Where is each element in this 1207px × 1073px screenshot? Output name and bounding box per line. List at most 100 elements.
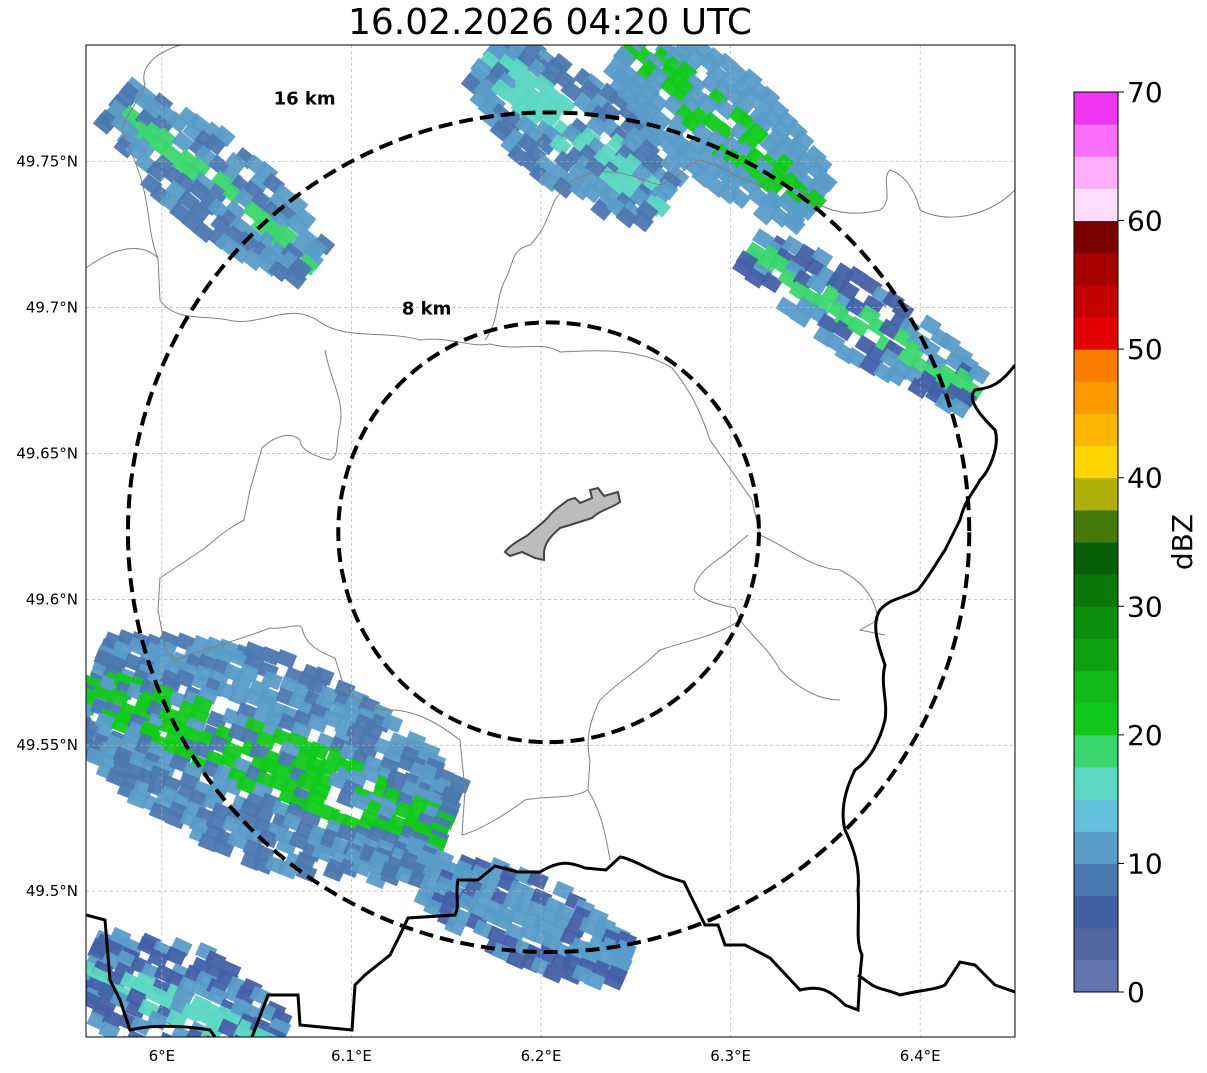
range-ring <box>125 110 972 955</box>
range-ring <box>336 320 761 745</box>
echo-cell <box>260 1031 283 1037</box>
colorbar-segment <box>1074 381 1118 414</box>
echo-cell <box>166 111 189 134</box>
echo-cell <box>907 377 931 400</box>
country-border <box>250 364 1015 1037</box>
echo-cell <box>734 154 757 177</box>
echo-cell <box>124 1029 148 1037</box>
echo-cell <box>659 170 682 193</box>
echo-cell <box>197 832 220 853</box>
colorbar-tick-label: 40 <box>1127 462 1163 495</box>
colorbar-tick-label: 50 <box>1127 333 1163 366</box>
echo-cell <box>86 716 88 737</box>
echo-cell <box>231 1059 253 1073</box>
echo-cell <box>580 180 604 204</box>
echo-cell <box>350 857 373 878</box>
echo-cell <box>146 160 170 183</box>
echo-cell <box>212 125 236 148</box>
echo-cell <box>129 1015 152 1036</box>
echo-cell <box>590 198 613 221</box>
echo-cell <box>542 963 565 984</box>
echo-cell <box>98 1020 121 1037</box>
echo-cell <box>731 95 754 118</box>
echo-cell <box>86 700 95 720</box>
echo-cell <box>655 21 678 43</box>
airport-area <box>503 486 622 562</box>
echo-cell <box>811 169 835 193</box>
municipal-boundary <box>484 159 1015 341</box>
echo-cell <box>180 1002 204 1023</box>
colorbar-segment <box>1074 670 1118 704</box>
echo-cell <box>552 176 575 199</box>
echo-cell <box>489 119 513 142</box>
echo-cell <box>655 178 679 201</box>
colorbar-tick-label: 30 <box>1127 590 1163 623</box>
echo-cell <box>226 830 249 850</box>
lat-tick-label: 49.7°N <box>26 299 78 317</box>
echo-cell <box>114 87 137 110</box>
echo-cell <box>543 97 567 120</box>
echo-cell <box>148 802 171 822</box>
echo-cell <box>903 339 927 362</box>
colorbar-segment <box>1074 349 1118 382</box>
colorbar-segment <box>1074 606 1118 639</box>
echo-cell <box>947 397 971 419</box>
echo-cell <box>788 254 812 276</box>
echo-cell <box>94 711 117 732</box>
echo-cell <box>307 740 330 761</box>
municipal-boundary <box>759 534 886 636</box>
echo-cell <box>845 265 869 288</box>
echo-cell <box>809 292 833 314</box>
colorbar-segment <box>1074 413 1118 447</box>
echo-cell <box>275 224 299 247</box>
echo-cell <box>210 214 234 237</box>
echo-cell <box>752 228 775 250</box>
echo-cell <box>668 113 691 136</box>
echo-cell <box>164 945 187 967</box>
echo-cell <box>243 1030 266 1037</box>
echo-cell <box>215 1065 237 1073</box>
echo-cell <box>193 1042 215 1062</box>
echo-cell <box>805 273 829 295</box>
echo-cell <box>646 45 670 48</box>
echo-cell <box>615 206 639 229</box>
echo-cell <box>174 668 196 689</box>
colorbar-segment <box>1074 767 1118 800</box>
echo-cell <box>238 1054 260 1073</box>
echo-cell <box>831 319 855 342</box>
municipal-boundary <box>739 619 841 701</box>
map-gridlines <box>86 45 1015 1037</box>
lon-tick-label: 6.1°E <box>331 1047 372 1065</box>
echo-cell <box>227 1045 249 1065</box>
echo-cell <box>755 253 779 276</box>
echo-cell <box>728 186 751 210</box>
echo-cell <box>645 90 669 114</box>
echo-cell <box>381 713 404 733</box>
country-border <box>86 913 217 1037</box>
colorbar-label: dBZ <box>1166 514 1199 570</box>
lon-tick-label: 6.3°E <box>710 1047 751 1065</box>
echo-cell <box>230 1069 252 1073</box>
colorbar-segment <box>1074 638 1118 672</box>
colorbar-tick-label: 0 <box>1127 976 1145 1009</box>
colorbar-segment <box>1074 317 1118 350</box>
echo-north-cell <box>460 45 690 233</box>
echo-cell <box>210 1039 232 1059</box>
echo-cell <box>296 253 320 276</box>
colorbar-segment <box>1074 927 1118 961</box>
echo-cell <box>275 648 298 669</box>
echo-cell <box>183 1042 205 1062</box>
echo-cell <box>631 210 654 233</box>
range-ring-label: 8 km <box>402 298 452 319</box>
echo-cell <box>257 828 280 849</box>
echo-cell <box>770 119 794 142</box>
map-frame <box>85 44 1016 1038</box>
echo-cell <box>837 279 860 302</box>
echo-cell <box>553 93 577 116</box>
echo-cell <box>242 1039 264 1059</box>
echo-cell <box>810 246 834 269</box>
echo-cell <box>147 948 170 969</box>
echo-cell <box>187 179 211 202</box>
colorbar-segment <box>1074 124 1118 157</box>
echo-cell <box>188 155 211 179</box>
